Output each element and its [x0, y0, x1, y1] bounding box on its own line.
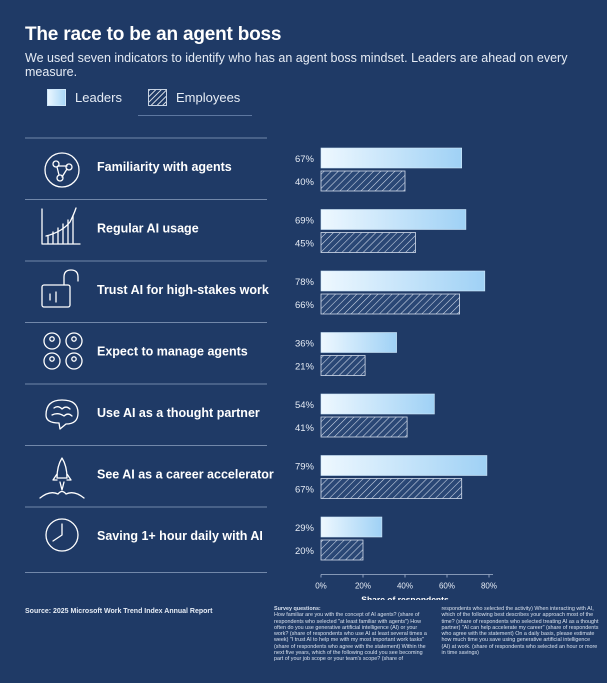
chart-row: Use AI as a thought partner 54% 41%: [25, 383, 435, 438]
x-tick-label: 60%: [439, 582, 455, 591]
category-label: Saving 1+ hour daily with AI: [97, 529, 263, 543]
legend-label-leaders: Leaders: [75, 90, 122, 105]
rocket-launch-icon: [39, 457, 85, 499]
chart-row: Saving 1+ hour daily with AI 29% 20%: [25, 506, 383, 573]
chart-row: Trust AI for high-stakes work 78% 66%: [25, 260, 486, 315]
legend-item-employees: Employees: [137, 89, 253, 116]
unlocked-padlock-icon: [41, 269, 79, 308]
chart-row: See AI as a career accelerator 79% 67%: [25, 445, 488, 499]
legend-item-leaders: Leaders: [47, 89, 122, 106]
value-label-employees: 41%: [295, 423, 315, 434]
bar-leaders: [320, 209, 467, 230]
bar-employees: [320, 170, 406, 192]
value-label-leaders: 67%: [295, 154, 315, 165]
legend-swatch-employees: [147, 89, 167, 106]
x-tick-label: 40%: [397, 582, 413, 591]
value-label-leaders: 69%: [295, 216, 315, 227]
bar-employees: [320, 355, 366, 376]
agent-network-icon: [44, 152, 80, 188]
bar-leaders: [320, 393, 435, 415]
category-label: See AI as a career accelerator: [97, 468, 274, 482]
category-label: Regular AI usage: [97, 222, 199, 236]
bar-leaders: [320, 270, 486, 292]
value-label-leaders: 79%: [295, 462, 315, 473]
survey-questions: Survey questions: How familiar are you w…: [274, 606, 599, 663]
clock-icon: [45, 518, 79, 552]
chart-row: Regular AI usage 69% 45%: [25, 199, 467, 253]
value-label-employees: 45%: [295, 239, 315, 250]
legend-swatch-leaders: [47, 89, 66, 106]
team-agents-icon: [43, 332, 83, 370]
category-label: Familiarity with agents: [97, 160, 232, 174]
source-note: Source: 2025 Microsoft Work Trend Index …: [25, 608, 213, 615]
value-label-leaders: 29%: [295, 523, 315, 534]
bar-leaders: [320, 332, 397, 353]
bar-employees: [320, 478, 463, 499]
x-tick-label: 0%: [315, 582, 327, 591]
category-label: Trust AI for high-stakes work: [97, 283, 269, 297]
chart-row: Familiarity with agents 67% 40%: [25, 137, 462, 192]
bar-employees: [320, 539, 364, 561]
bar-leaders: [320, 147, 462, 169]
value-label-leaders: 78%: [295, 277, 315, 288]
value-label-leaders: 36%: [295, 339, 315, 350]
bar-leaders: [320, 455, 488, 476]
value-label-employees: 66%: [295, 300, 315, 311]
bar-employees: [320, 416, 408, 438]
page-subtitle: We used seven indicators to identify who…: [25, 51, 568, 79]
x-axis-title: Share of respondents: [361, 595, 449, 601]
bar-growth-icon: [41, 207, 81, 245]
x-tick-label: 20%: [355, 582, 371, 591]
value-label-leaders: 54%: [295, 400, 315, 411]
chart: Familiarity with agents 67% 40% Regular AI …: [25, 137, 497, 601]
bar-employees: [320, 293, 461, 315]
legend-label-employees: Employees: [175, 90, 241, 105]
legend: Leaders Employees: [47, 89, 266, 116]
value-label-employees: 21%: [295, 362, 315, 373]
survey-text: How familiar are you with the concept of…: [274, 606, 599, 663]
x-tick-label: 80%: [481, 582, 497, 591]
bar-employees: [320, 232, 416, 253]
value-label-employees: 40%: [295, 177, 315, 188]
survey-heading: Survey questions:: [274, 606, 321, 612]
chart-row: Expect to manage agents 36% 21%: [25, 322, 397, 376]
legend-underline: [137, 115, 253, 116]
bar-leaders: [320, 516, 383, 538]
page-title: The race to be an agent boss: [25, 24, 282, 45]
category-label: Expect to manage agents: [97, 345, 248, 359]
category-label: Use AI as a thought partner: [97, 406, 260, 420]
value-label-employees: 67%: [295, 485, 315, 496]
brain-icon: [45, 399, 79, 430]
value-label-employees: 20%: [295, 546, 315, 557]
